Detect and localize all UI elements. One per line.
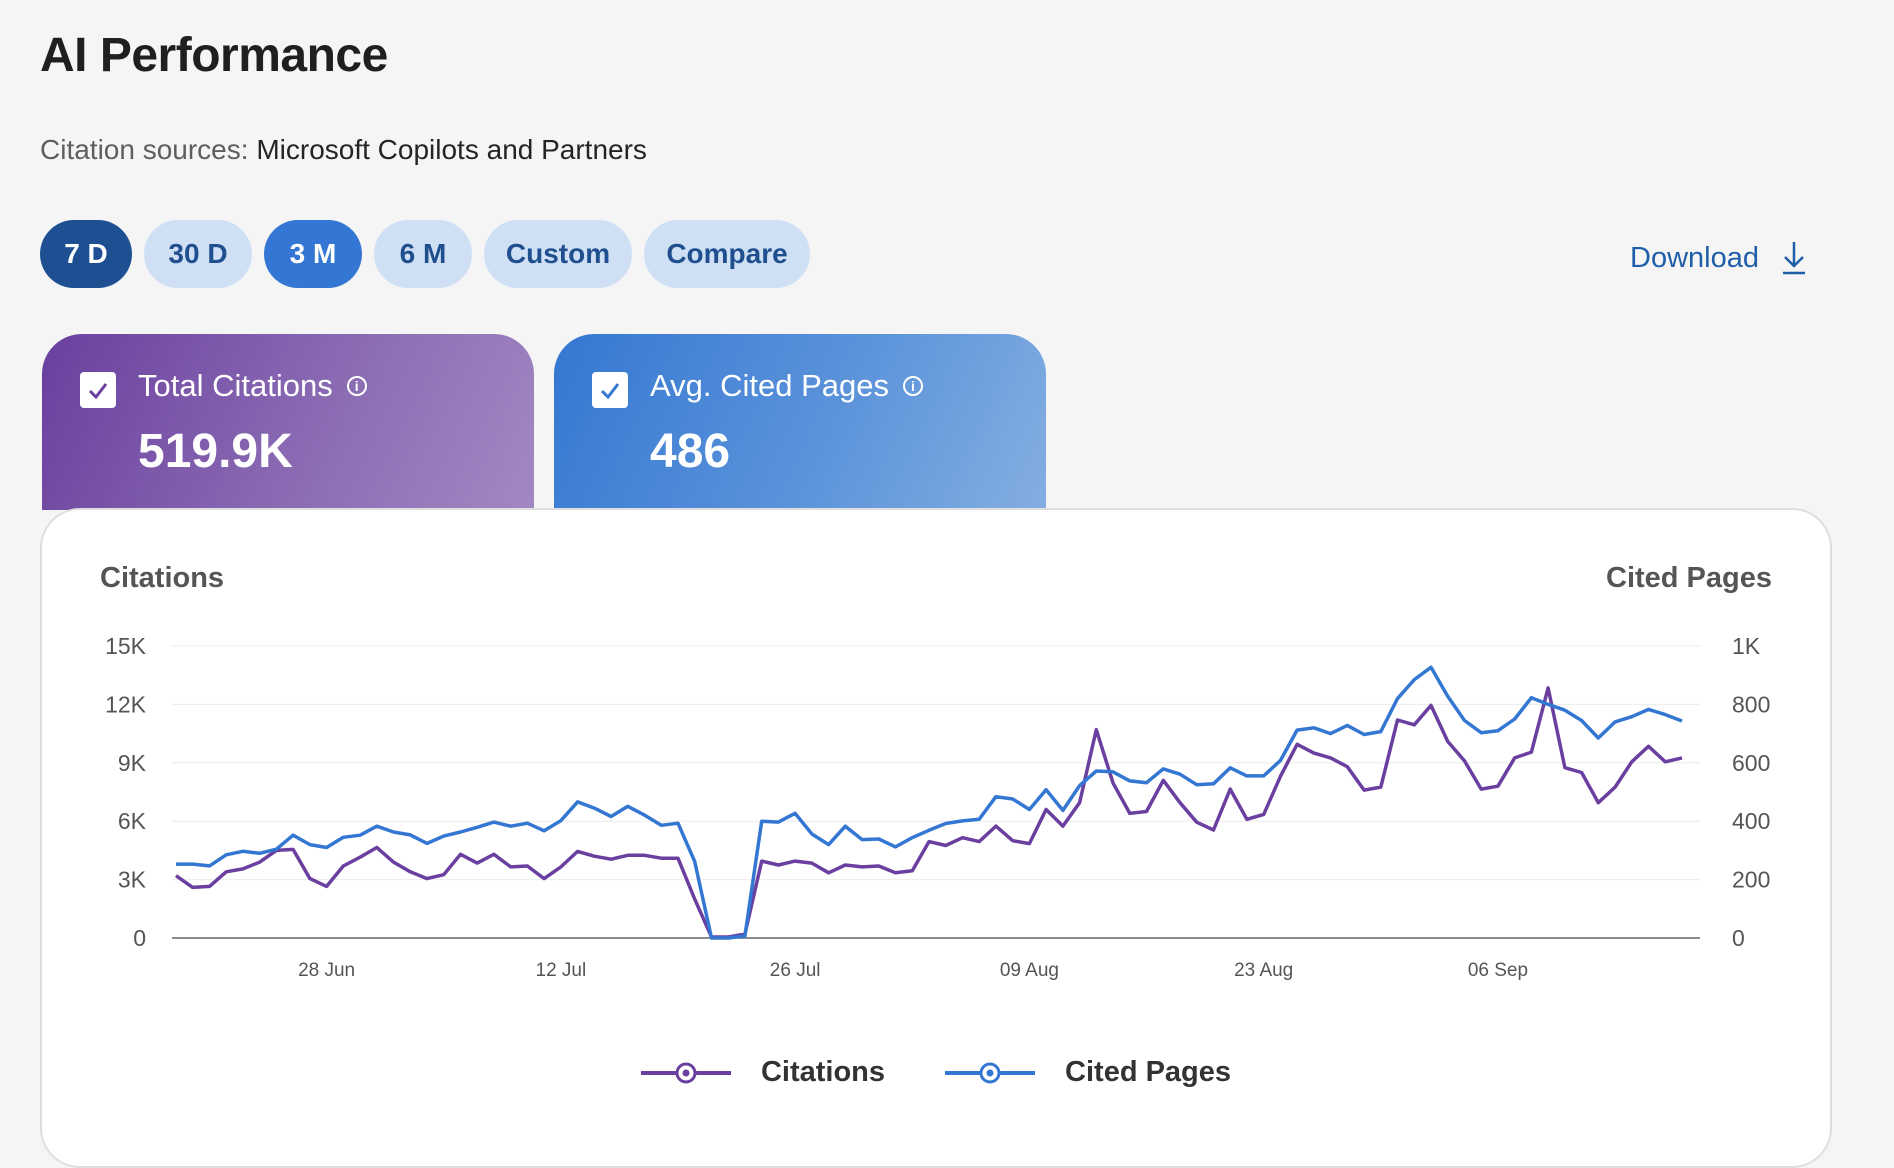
range-6m-button[interactable]: 6 M [374, 220, 472, 288]
right-tick-label: 0 [1732, 925, 1745, 951]
avg-cited-pages-label: Avg. Cited Pages [650, 368, 889, 403]
left-tick-label: 6K [118, 808, 147, 834]
x-tick-label: 23 Aug [1234, 960, 1293, 981]
citation-sources-label: Citation sources: [40, 134, 249, 165]
legend-cited-pages[interactable]: Cited Pages [945, 1056, 1231, 1089]
right-tick-label: 400 [1732, 808, 1770, 834]
checkmark-icon [88, 383, 108, 400]
left-tick-label: 3K [118, 867, 147, 893]
custom-range-button[interactable]: Custom [484, 220, 632, 288]
range-30d-button[interactable]: 30 D [144, 220, 252, 288]
right-axis-title: Cited Pages [1606, 562, 1772, 594]
checkmark-icon [600, 383, 620, 400]
range-3m-button[interactable]: 3 M [264, 220, 362, 288]
avg-cited-pages-value: 486 [650, 425, 731, 478]
x-tick-label: 12 Jul [536, 960, 587, 981]
citations-line [174, 686, 1683, 939]
x-tick-label: 09 Aug [1000, 960, 1059, 981]
left-tick-label: 0 [133, 925, 146, 951]
total-citations-checkbox[interactable] [80, 372, 116, 408]
total-citations-label: Total Citations [138, 368, 333, 403]
cited-pages-line [176, 665, 1683, 940]
compare-button[interactable]: Compare [644, 220, 810, 288]
right-tick-label: 200 [1732, 867, 1770, 893]
x-tick-label: 28 Jun [298, 960, 355, 981]
left-tick-label: 15K [105, 633, 147, 659]
legend-citations[interactable]: Citations [640, 1056, 886, 1089]
citation-sources: Citation sources: Microsoft Copilots and… [40, 134, 647, 166]
right-tick-label: 600 [1732, 750, 1770, 776]
right-tick-label: 800 [1732, 691, 1770, 717]
left-axis-title: Citations [100, 562, 225, 594]
page-title: AI Performance [40, 29, 388, 82]
x-tick-label: 26 Jul [770, 960, 821, 981]
total-citations-value: 519.9K [138, 425, 293, 478]
info-icon[interactable]: i [902, 376, 923, 396]
x-tick-label: 06 Sep [1468, 960, 1528, 981]
legend-citations-label: Citations [760, 1056, 886, 1088]
legend-citations-marker [640, 1062, 731, 1083]
citation-sources-value: Microsoft Copilots and Partners [256, 134, 647, 165]
legend-cited-pages-marker [945, 1062, 1036, 1083]
line-chart: 0 0 3K 200 6K 400 9K 600 12K 800 15K 1K 28 Jun 12 Jul… [105, 633, 1770, 981]
download-icon [1782, 242, 1805, 275]
range-7d-button[interactable]: 7 D [40, 220, 132, 288]
chart-panel: Citations Cited Pages 0 0 3K 200 6K 400 9K 600 1… [40, 508, 1832, 1168]
info-icon[interactable]: i [346, 376, 367, 396]
total-citations-card[interactable]: Total Citations i 519.9K [42, 334, 534, 510]
legend-cited-pages-label: Cited Pages [1065, 1056, 1232, 1088]
left-tick-label: 12K [105, 691, 147, 717]
avg-cited-pages-checkbox[interactable] [592, 372, 628, 408]
chart-legend: Citations Cited Pages [42, 1056, 1830, 1089]
left-tick-label: 9K [118, 750, 147, 776]
right-tick-label: 1K [1732, 633, 1761, 659]
download-label: Download [1630, 241, 1759, 274]
date-range-selector: 7 D 30 D 3 M 6 M Custom Compare [40, 220, 810, 288]
avg-cited-pages-card[interactable]: Avg. Cited Pages i 486 [554, 334, 1046, 510]
download-button[interactable]: Download [1630, 240, 1807, 276]
